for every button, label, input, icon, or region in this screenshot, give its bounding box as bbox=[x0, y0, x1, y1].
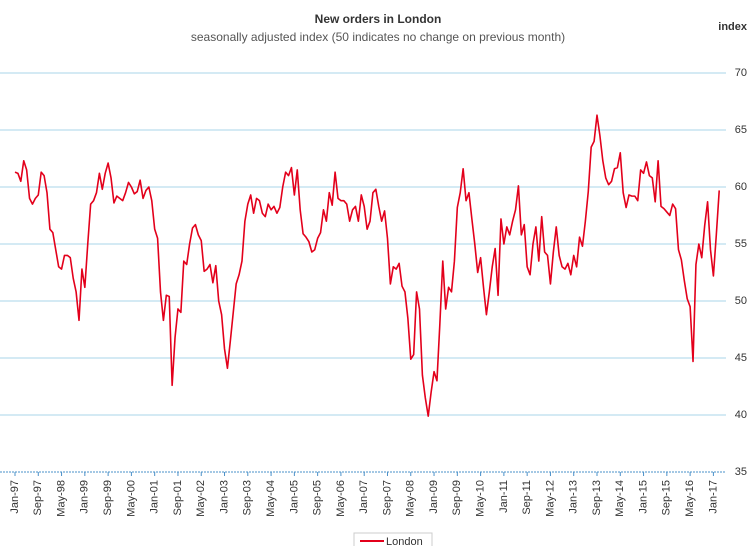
chart-title: New orders in London bbox=[315, 12, 442, 26]
x-tick-label: Sep-13 bbox=[591, 480, 603, 515]
y-tick-label: 70 bbox=[735, 67, 747, 79]
x-tick-label: May-12 bbox=[544, 480, 556, 517]
x-tick-label: Jan-09 bbox=[428, 480, 440, 514]
y-tick-label: 50 bbox=[735, 295, 747, 307]
x-tick-label: May-14 bbox=[614, 480, 626, 517]
x-tick-label: Sep-15 bbox=[661, 480, 673, 515]
x-tick-label: Sep-03 bbox=[242, 480, 254, 515]
x-tick-label: Sep-07 bbox=[381, 480, 393, 515]
x-tick-label: May-00 bbox=[125, 480, 137, 517]
x-tick-label: Jan-97 bbox=[9, 480, 21, 514]
y-tick-label: 65 bbox=[735, 124, 747, 136]
x-tick-label: May-06 bbox=[335, 480, 347, 517]
x-tick-label: Jan-13 bbox=[568, 480, 580, 514]
x-tick-label: Jan-03 bbox=[218, 480, 230, 514]
x-tick-label: May-98 bbox=[55, 480, 67, 517]
x-tick-label: May-02 bbox=[195, 480, 207, 517]
x-tick-label: Jan-11 bbox=[498, 480, 510, 513]
y-tick-label: 35 bbox=[735, 466, 747, 478]
x-tick-label: Sep-05 bbox=[312, 480, 324, 515]
x-tick-label: Jan-15 bbox=[637, 480, 649, 514]
legend-label: London bbox=[386, 536, 423, 546]
x-tick-label: Jan-99 bbox=[79, 480, 91, 514]
y-tick-label: 55 bbox=[735, 238, 747, 250]
y-tick-label: 40 bbox=[735, 409, 747, 421]
x-tick-label: Jan-07 bbox=[358, 480, 370, 514]
y-tick-label: 45 bbox=[735, 352, 747, 364]
x-tick-label: May-04 bbox=[265, 480, 277, 517]
y-axis-label: index bbox=[718, 21, 748, 33]
x-tick-label: Sep-97 bbox=[32, 480, 44, 515]
x-tick-label: Sep-99 bbox=[102, 480, 114, 515]
chart-subtitle: seasonally adjusted index (50 indicates … bbox=[191, 30, 565, 44]
x-tick-label: May-08 bbox=[405, 480, 417, 517]
x-tick-label: Jan-17 bbox=[707, 480, 719, 514]
y-tick-label: 60 bbox=[735, 181, 747, 193]
x-tick-label: Jan-01 bbox=[149, 480, 161, 514]
x-tick-label: Sep-09 bbox=[451, 480, 463, 515]
data-line bbox=[14, 114, 721, 417]
x-tick-label: Sep-01 bbox=[172, 480, 184, 515]
x-tick-label: Jan-05 bbox=[288, 480, 300, 514]
x-tick-label: May-10 bbox=[475, 480, 487, 517]
x-tick-label: Sep-11 bbox=[521, 480, 533, 515]
x-tick-label: May-16 bbox=[684, 480, 696, 517]
